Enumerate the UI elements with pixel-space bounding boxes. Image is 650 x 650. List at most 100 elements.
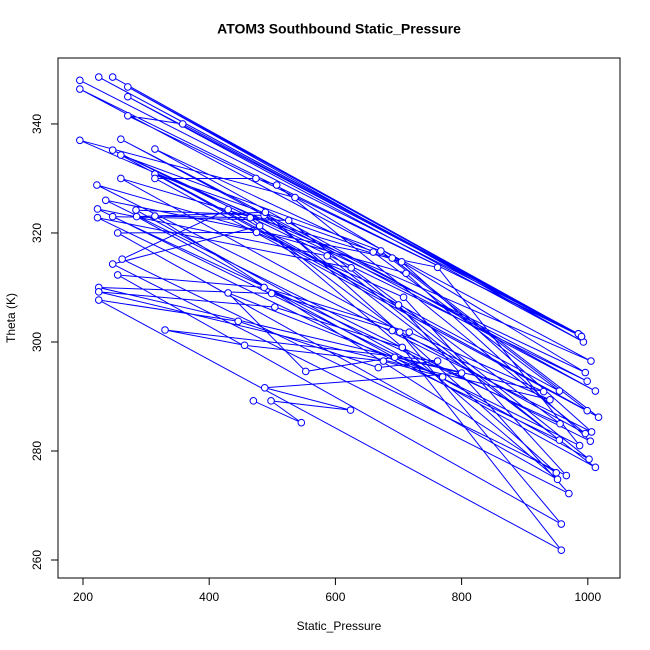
point xyxy=(108,212,117,221)
point xyxy=(438,373,447,381)
y-tick-label: 320 xyxy=(30,223,44,243)
point xyxy=(76,85,84,93)
point xyxy=(555,387,564,395)
point xyxy=(101,196,110,205)
point xyxy=(224,289,232,297)
point xyxy=(93,213,102,222)
point xyxy=(267,289,276,298)
point xyxy=(76,136,84,145)
point xyxy=(539,387,548,396)
x-axis-label: Static_Pressure xyxy=(297,619,382,633)
point xyxy=(562,471,571,480)
x-tick-label: 400 xyxy=(199,590,219,604)
x-tick-label: 600 xyxy=(325,590,345,604)
point xyxy=(394,301,403,309)
point xyxy=(390,353,399,362)
point xyxy=(117,174,125,183)
y-tick-label: 340 xyxy=(30,114,44,134)
point xyxy=(117,135,125,144)
x-tick-label: 1000 xyxy=(574,590,601,604)
chart-title: ATOM3 Southbound Static_Pressure xyxy=(217,21,461,37)
y-tick-label: 280 xyxy=(30,441,44,461)
point xyxy=(433,357,442,365)
point xyxy=(581,429,590,438)
point xyxy=(388,326,396,335)
point xyxy=(323,252,331,260)
point xyxy=(377,247,385,255)
point xyxy=(583,406,591,415)
point xyxy=(93,181,101,189)
point xyxy=(246,213,255,222)
point xyxy=(260,383,269,392)
point xyxy=(291,193,299,202)
point xyxy=(388,254,396,262)
point xyxy=(108,146,117,154)
point xyxy=(267,397,275,405)
point xyxy=(594,413,603,422)
point xyxy=(252,228,261,237)
point xyxy=(76,76,84,85)
x-tick-label: 200 xyxy=(73,590,93,604)
point xyxy=(577,332,586,341)
y-tick-label: 260 xyxy=(30,550,44,570)
point xyxy=(457,369,466,377)
point xyxy=(433,263,442,272)
point xyxy=(113,271,122,279)
point xyxy=(591,463,600,472)
point xyxy=(93,205,102,213)
point xyxy=(583,377,591,386)
point xyxy=(552,469,561,477)
point xyxy=(249,397,258,405)
point xyxy=(587,357,595,365)
point xyxy=(108,73,117,81)
point xyxy=(271,303,279,311)
point xyxy=(398,343,407,352)
point xyxy=(555,436,564,444)
point xyxy=(117,151,125,159)
point xyxy=(252,174,260,183)
point xyxy=(585,455,593,463)
point xyxy=(586,437,595,445)
point xyxy=(132,206,140,214)
point xyxy=(151,174,159,183)
point xyxy=(161,326,169,334)
point xyxy=(553,475,562,484)
point xyxy=(178,120,187,128)
plot-frame xyxy=(57,57,621,579)
point xyxy=(151,145,159,153)
point xyxy=(284,216,293,225)
point xyxy=(255,222,264,230)
point xyxy=(347,264,355,272)
point xyxy=(261,208,270,217)
point xyxy=(132,212,141,221)
point xyxy=(546,395,554,404)
point xyxy=(123,92,132,101)
point xyxy=(565,489,573,498)
point xyxy=(94,288,103,296)
point xyxy=(557,520,566,528)
point xyxy=(591,387,600,395)
point xyxy=(151,212,159,220)
point xyxy=(346,406,355,414)
point xyxy=(118,255,126,263)
point xyxy=(301,367,310,376)
point xyxy=(575,441,584,450)
point xyxy=(395,328,404,336)
point xyxy=(123,111,132,120)
point xyxy=(297,418,306,427)
point xyxy=(240,341,249,350)
point xyxy=(399,293,408,302)
point xyxy=(587,428,596,436)
point xyxy=(224,205,232,214)
x-tick-label: 800 xyxy=(452,590,472,604)
point xyxy=(123,83,132,91)
point xyxy=(272,181,281,189)
point xyxy=(108,260,117,268)
point xyxy=(397,258,406,266)
point xyxy=(402,269,410,278)
point xyxy=(581,368,590,377)
point xyxy=(369,248,378,256)
point xyxy=(379,357,388,365)
point xyxy=(94,296,103,304)
